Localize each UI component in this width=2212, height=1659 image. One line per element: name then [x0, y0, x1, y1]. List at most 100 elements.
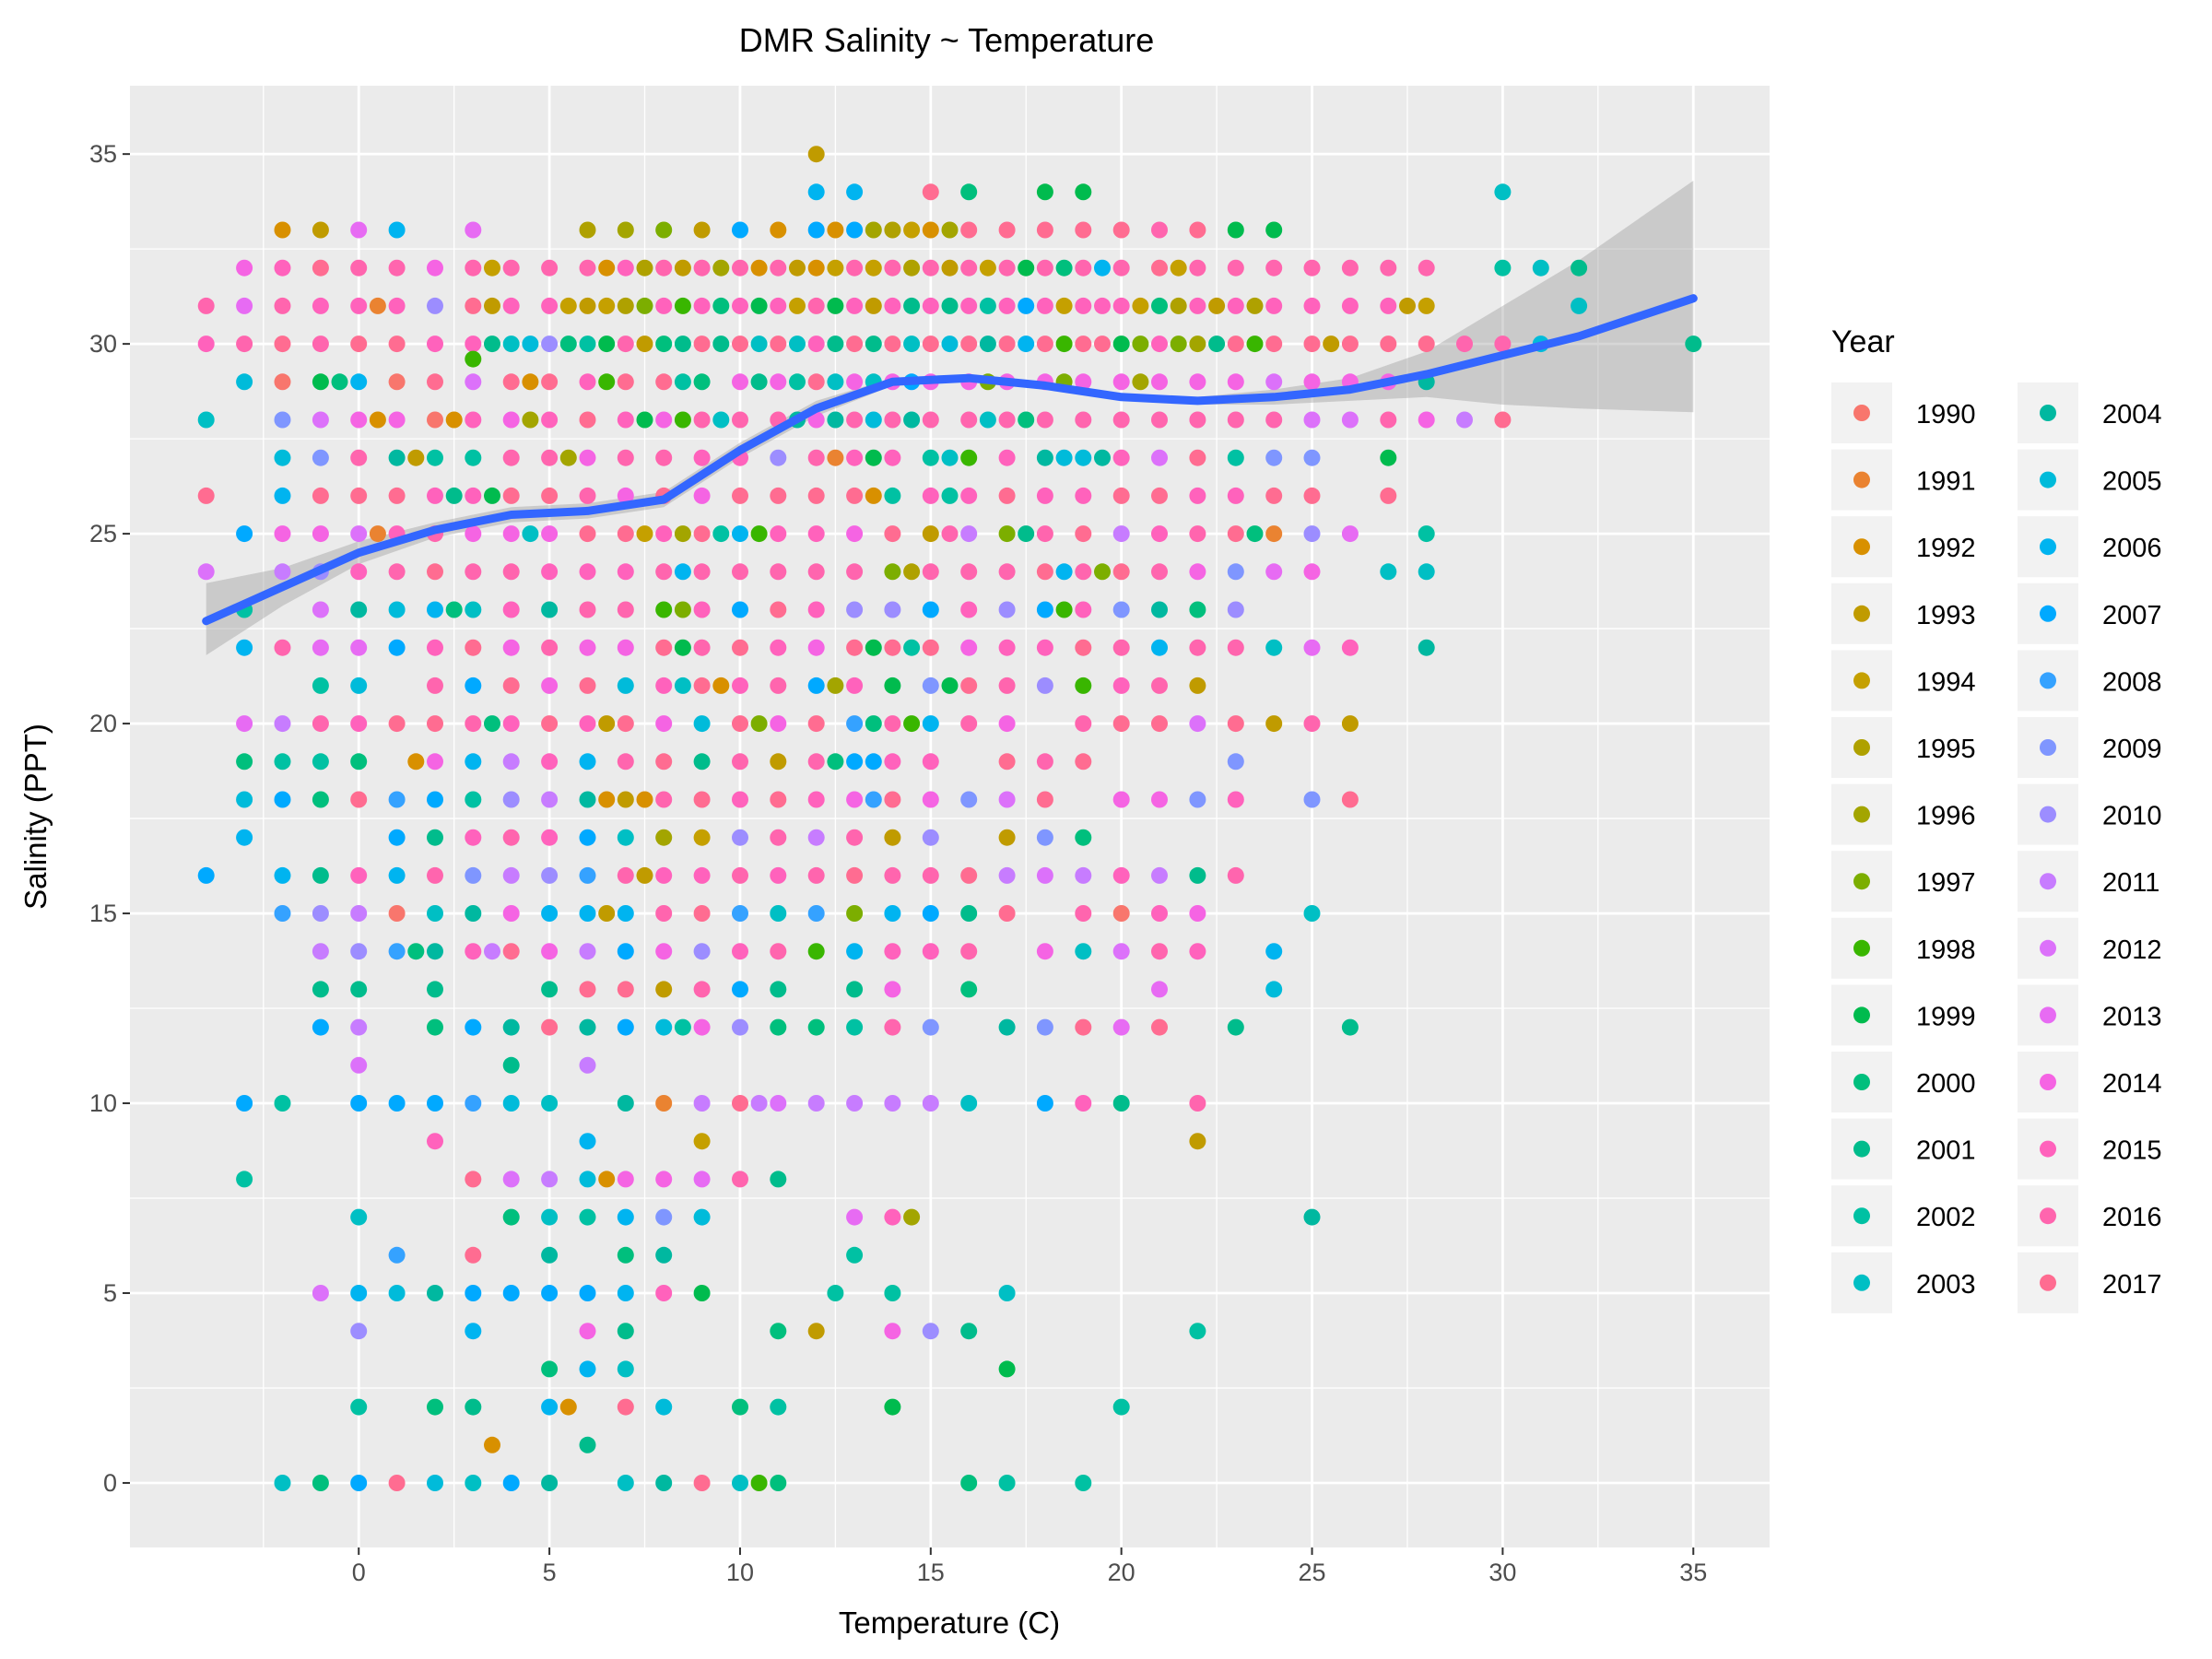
data-point — [312, 1285, 329, 1301]
data-point — [465, 221, 482, 239]
data-point — [846, 601, 864, 618]
data-point — [922, 183, 939, 201]
data-point — [1151, 601, 1168, 618]
data-point — [274, 715, 291, 733]
data-point — [1112, 639, 1130, 656]
data-point — [522, 335, 539, 353]
data-point — [903, 639, 921, 656]
data-point — [922, 297, 939, 314]
data-point — [388, 1095, 406, 1112]
data-point — [427, 791, 443, 808]
data-point — [1227, 1018, 1244, 1036]
data-point — [903, 221, 921, 239]
data-point — [1189, 449, 1206, 466]
data-point — [312, 1475, 329, 1491]
data-point — [1075, 487, 1092, 504]
data-point — [388, 1285, 406, 1301]
data-point — [1094, 449, 1111, 466]
data-point — [617, 829, 634, 846]
data-point — [941, 449, 959, 466]
y-tick-label: 30 — [89, 330, 117, 358]
data-point — [465, 677, 482, 694]
data-point — [541, 829, 559, 846]
data-point — [502, 1171, 520, 1188]
data-point — [655, 335, 673, 353]
data-point — [693, 259, 711, 276]
data-point — [1112, 1398, 1130, 1416]
data-point — [998, 715, 1016, 733]
data-point — [598, 335, 616, 353]
legend-swatch — [2040, 939, 2056, 957]
data-point — [427, 1285, 443, 1301]
data-point — [541, 335, 559, 353]
data-point — [388, 866, 406, 884]
data-point — [827, 753, 844, 771]
data-point — [1189, 1133, 1206, 1150]
data-point — [846, 221, 864, 239]
data-point — [350, 259, 368, 276]
data-point — [770, 1171, 787, 1188]
data-point — [1189, 601, 1206, 618]
data-point — [693, 677, 711, 694]
data-point — [502, 449, 520, 466]
data-point — [388, 259, 406, 276]
data-point — [465, 373, 482, 391]
data-point — [865, 335, 882, 353]
data-point — [1112, 1095, 1130, 1112]
data-point — [236, 791, 253, 808]
data-point — [617, 1475, 634, 1491]
data-point — [693, 297, 711, 314]
data-point — [1151, 981, 1168, 998]
data-point — [998, 221, 1016, 239]
data-point — [732, 866, 748, 884]
data-point — [502, 1056, 520, 1074]
data-point — [1075, 866, 1092, 884]
data-point — [1075, 373, 1092, 391]
data-point — [827, 449, 844, 466]
data-point — [1036, 221, 1053, 239]
data-point — [465, 297, 482, 314]
data-point — [1170, 335, 1187, 353]
data-point — [807, 335, 825, 353]
data-point — [1189, 905, 1206, 922]
data-point — [998, 259, 1016, 276]
data-point — [1075, 753, 1092, 771]
y-tick-label: 25 — [89, 520, 117, 547]
legend-swatch — [1853, 1006, 1870, 1024]
data-point — [941, 221, 959, 239]
data-point — [998, 639, 1016, 656]
data-point — [865, 639, 882, 656]
data-point — [998, 411, 1016, 429]
data-point — [522, 525, 539, 543]
legend-label: 2009 — [2102, 735, 2162, 764]
data-point — [617, 563, 634, 581]
data-point — [636, 791, 653, 808]
data-point — [197, 487, 215, 504]
data-point — [427, 411, 443, 429]
data-point — [312, 677, 329, 694]
data-point — [350, 677, 368, 694]
data-point — [1323, 335, 1340, 353]
data-point — [732, 981, 748, 998]
data-point — [465, 563, 482, 581]
data-point — [732, 259, 748, 276]
data-point — [903, 1208, 921, 1226]
data-point — [693, 411, 711, 429]
data-point — [1303, 791, 1321, 808]
data-point — [1151, 221, 1168, 239]
data-point — [655, 221, 673, 239]
legend-label: 2010 — [2102, 802, 2162, 831]
data-point — [807, 866, 825, 884]
data-point — [693, 563, 711, 581]
legend-label: 2017 — [2102, 1270, 2162, 1300]
data-point — [350, 373, 368, 391]
data-point — [655, 639, 673, 656]
data-point — [484, 297, 500, 314]
plot-panel — [130, 86, 1770, 1547]
legend-swatch — [2040, 873, 2056, 890]
data-point — [388, 601, 406, 618]
data-point — [636, 297, 653, 314]
data-point — [579, 753, 596, 771]
data-point — [1075, 905, 1092, 922]
data-point — [236, 1171, 253, 1188]
